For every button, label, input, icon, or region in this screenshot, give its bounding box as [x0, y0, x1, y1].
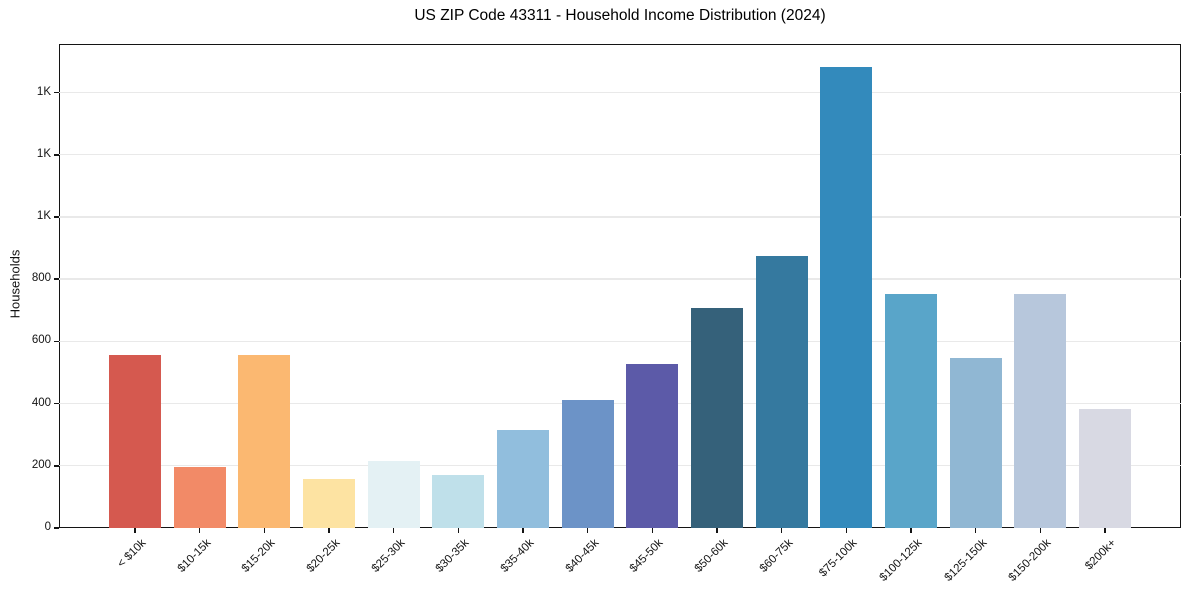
bar — [432, 475, 485, 528]
gridline — [59, 154, 1181, 156]
x-tick-label: $75-100k — [817, 537, 860, 580]
x-tick-label: $100-125k — [877, 537, 925, 584]
plot-area — [59, 44, 1181, 528]
y-tick-mark — [54, 464, 59, 467]
x-tick-label: $60-75k — [757, 537, 796, 575]
x-tick-mark — [263, 528, 266, 533]
bar — [949, 357, 1002, 528]
x-tick-label: $200k+ — [1083, 537, 1119, 573]
bar — [755, 256, 808, 528]
x-tick-mark — [1039, 528, 1042, 533]
bar — [1079, 409, 1131, 528]
x-tick-mark — [328, 528, 330, 533]
gridline — [59, 91, 1181, 94]
x-tick-mark — [198, 528, 201, 533]
bar — [1014, 294, 1067, 528]
x-tick-label: $45-50k — [627, 537, 666, 575]
y-tick-label: 400 — [31, 396, 51, 409]
x-tick-label: $35-40k — [498, 537, 537, 575]
gridline — [59, 216, 1181, 218]
bar — [303, 479, 355, 528]
x-tick-mark — [716, 528, 718, 533]
y-tick-mark — [54, 527, 59, 529]
x-tick-mark — [780, 528, 783, 533]
y-tick-label: 0 — [44, 521, 51, 533]
x-tick-label: < $10k — [115, 537, 149, 571]
x-tick-label: $30-35k — [433, 537, 472, 575]
gridline — [59, 465, 1181, 467]
x-tick-mark — [392, 528, 395, 533]
y-tick-label: 1K — [36, 85, 51, 98]
y-tick-mark — [54, 91, 59, 94]
y-tick-label: 1K — [36, 147, 51, 160]
bar — [173, 467, 226, 528]
y-tick-mark — [54, 278, 59, 280]
x-tick-mark — [845, 528, 848, 533]
x-tick-label: $50-60k — [692, 537, 731, 575]
x-tick-label: $125-150k — [942, 537, 990, 584]
x-tick-mark — [651, 528, 654, 533]
bar — [238, 354, 291, 528]
bar — [561, 399, 614, 528]
x-tick-label: $40-45k — [563, 537, 602, 575]
x-tick-mark — [457, 528, 460, 533]
x-tick-mark — [974, 528, 977, 533]
y-tick-label: 200 — [31, 458, 51, 471]
x-tick-mark — [522, 528, 524, 533]
y-tick-label: 1K — [36, 209, 51, 222]
x-tick-mark — [910, 528, 912, 533]
x-tick-mark — [134, 528, 136, 533]
x-tick-mark — [1104, 528, 1106, 533]
x-tick-label: $150-200k — [1006, 537, 1054, 584]
bar — [820, 67, 873, 528]
y-tick-mark — [54, 402, 59, 405]
x-tick-label: $15-20k — [239, 537, 278, 575]
gridline — [59, 278, 1181, 280]
bar — [367, 461, 420, 528]
x-tick-label: $10-15k — [175, 537, 214, 575]
y-tick-label: 800 — [31, 272, 51, 285]
y-tick-mark — [54, 340, 59, 343]
y-tick-mark — [54, 153, 59, 156]
bar — [691, 308, 743, 528]
gridline — [59, 340, 1181, 343]
bar — [885, 294, 937, 528]
bar — [497, 430, 549, 528]
x-tick-label: $20-25k — [304, 537, 343, 575]
bar — [109, 354, 161, 528]
y-tick-label: 600 — [31, 334, 51, 347]
y-tick-mark — [54, 216, 59, 218]
x-tick-mark — [586, 528, 589, 533]
bar — [626, 364, 679, 528]
chart-title: US ZIP Code 43311 - Household Income Dis… — [414, 7, 826, 24]
x-tick-label: $25-30k — [369, 537, 408, 575]
gridline — [59, 402, 1181, 405]
